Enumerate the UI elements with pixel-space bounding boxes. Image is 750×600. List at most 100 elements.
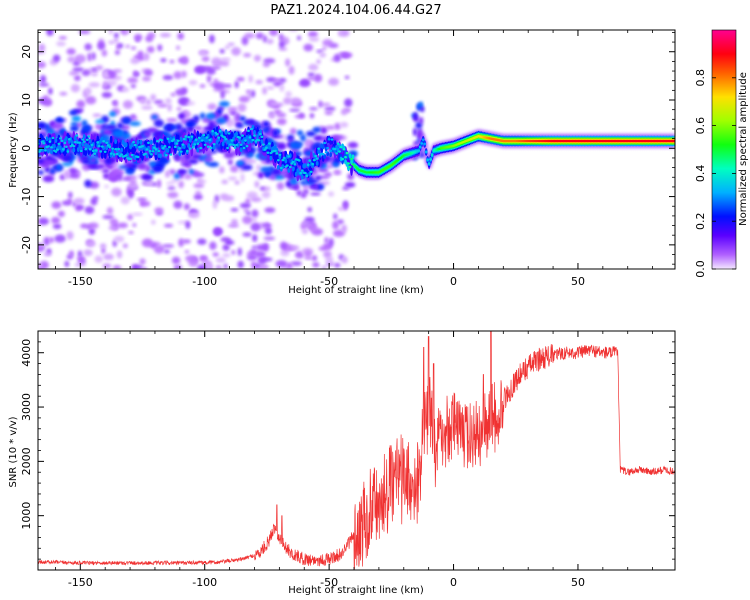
spectrogram-noise-blob [197,179,207,184]
spectrogram-energy-blob [294,151,303,156]
spectrogram-ridge-cell [236,142,240,148]
spectrogram-noise-blob [68,70,79,76]
spectrogram-noise-blob [211,57,222,66]
spectrogram-noise-blob [319,52,327,58]
spectrogram-noise-blob [70,84,80,93]
spectrogram-ridge-cell [303,163,307,168]
colorbar-ticks: 0.0 0.2 0.4 0.6 0.8 [694,69,736,278]
spectrogram-noise-blob [173,71,183,80]
snr-x-axis-label: Height of straight line (km) [288,585,424,596]
spectrogram-noise-blob [68,250,75,257]
spectrogram-ridge-cell [224,129,228,135]
spectrogram-energy-blob [81,158,91,165]
spectrogram-energy-blob [182,127,188,135]
spectrogram-noise-blob [182,110,189,115]
snr-y-axis-label: SNR (10 * v/v) [8,416,19,487]
spectrogram-noise-blob [183,203,190,211]
spectrogram-ridge-cell [173,146,177,154]
spectrogram-noise-blob [114,32,119,39]
spectrogram-ridge-cell [227,142,231,148]
spectrogram-noise-blob [262,242,270,252]
spectrogram-noise-blob [84,206,95,214]
spectrogram-y-tick-label: 10 [20,93,33,107]
spectrogram-energy-blob [313,135,324,142]
spectrogram-energy-blob [151,114,158,120]
spectrogram-noise-blob [150,94,157,101]
colorbar-label: Normalized spectral amplitude [738,72,749,226]
spectrogram-noise-blob [221,60,230,67]
spectrogram-noise-blob [290,245,300,251]
spectrogram-energy-blob [124,162,134,168]
spectrogram-noise-blob [164,170,171,178]
spectrogram-noise-blob [66,48,76,55]
spectrogram-ridge-cell [259,129,262,135]
spectrogram-noise-blob [104,184,109,189]
spectrogram-energy-blob [218,100,230,107]
spectrogram-ridge-cell [79,149,83,153]
spectrogram-ridge-cell [347,162,350,165]
spectrogram-ridge-cell [84,148,88,157]
spectrogram-noise-blob [112,240,117,248]
spectrogram-ridge-cell [194,138,198,141]
spectrogram-energy-blob [170,125,178,130]
spectrogram-ridge-cell [124,142,128,148]
snr-series-line [38,331,675,570]
spectrogram-energy-blob [105,125,117,130]
spectrogram-noise-blob [301,228,309,235]
spectrogram-ridge-cell [303,171,307,175]
spectrogram-ridge-cell [232,143,235,147]
spectrogram-energy-blob [185,121,197,127]
spectrogram-ridge-cell [187,143,191,148]
spectrogram-frame [37,29,676,270]
spectrogram-y-tick-label: -10 [20,188,33,206]
spectrogram-ridge-cell [153,146,156,149]
spectrogram-noise-blob [38,83,50,87]
spectrogram-energy-blob [304,150,316,156]
spectrogram-ridge-cell [130,153,134,157]
spectrogram-energy-blob [56,116,62,124]
spectrogram-ridge-cell [342,148,346,151]
spectrogram-noise-blob [261,223,273,228]
spectrogram-noise-blob [343,202,348,211]
spectrogram-ridge-cell [339,156,343,162]
spectrogram-ridge-cell [230,139,234,142]
spectrogram-energy-blob [276,142,287,151]
spectrogram-energy-blob [420,153,426,158]
snr-x-tick-label: -150 [68,576,93,589]
spectrogram-noise-blob [163,223,174,228]
spectrogram-noise-blob [140,199,145,207]
spectrogram-noise-blob [72,67,84,72]
spectrogram-energy-blob [84,179,92,188]
spectrogram-ridge-cell [108,145,112,149]
spectrogram-ridge-cell [172,138,176,141]
spectrogram-ridge-cell [61,148,65,151]
snr-x-ticks: -150 -100 -50 0 50 [55,331,654,589]
spectrogram-noise-blob [165,98,172,104]
spectrogram-ridge-cell [212,143,216,146]
spectrogram-ridge-cell [179,137,183,142]
spectrogram-ridge-cell [57,134,61,143]
snr-x-tick-label: -100 [192,576,217,589]
spectrogram-ridge-cell [293,163,297,166]
spectrogram-noise-blob [175,45,181,50]
spectrogram-ridge-cell [268,142,271,145]
spectrogram-ridge-cell [63,141,67,145]
spectrogram-energy-blob [227,159,233,166]
spectrogram-ridge-cell [150,139,153,145]
spectrogram-noise-blob [227,176,238,181]
spectrogram-ridge-cell [50,149,53,155]
spectrogram-ridge-cell [269,155,273,161]
spectrogram-ridge-cell [329,149,333,153]
spectrogram-noise-blob [240,173,245,183]
spectrogram-ridge-cell [317,147,321,150]
spectrogram-noise-blob [94,255,103,263]
spectrogram-noise-blob [289,108,301,112]
spectrogram-energy-blob [296,129,304,136]
spectrogram-noise-blob [278,47,288,51]
spectrogram-noise-blob [278,33,284,41]
spectrogram-noise-blob [242,215,253,225]
spectrogram-noise-blob [199,256,208,262]
spectrogram-noise-blob [128,230,134,235]
spectrogram-ridge-cell [156,141,159,149]
spectrogram-ridge-cell [314,154,318,158]
